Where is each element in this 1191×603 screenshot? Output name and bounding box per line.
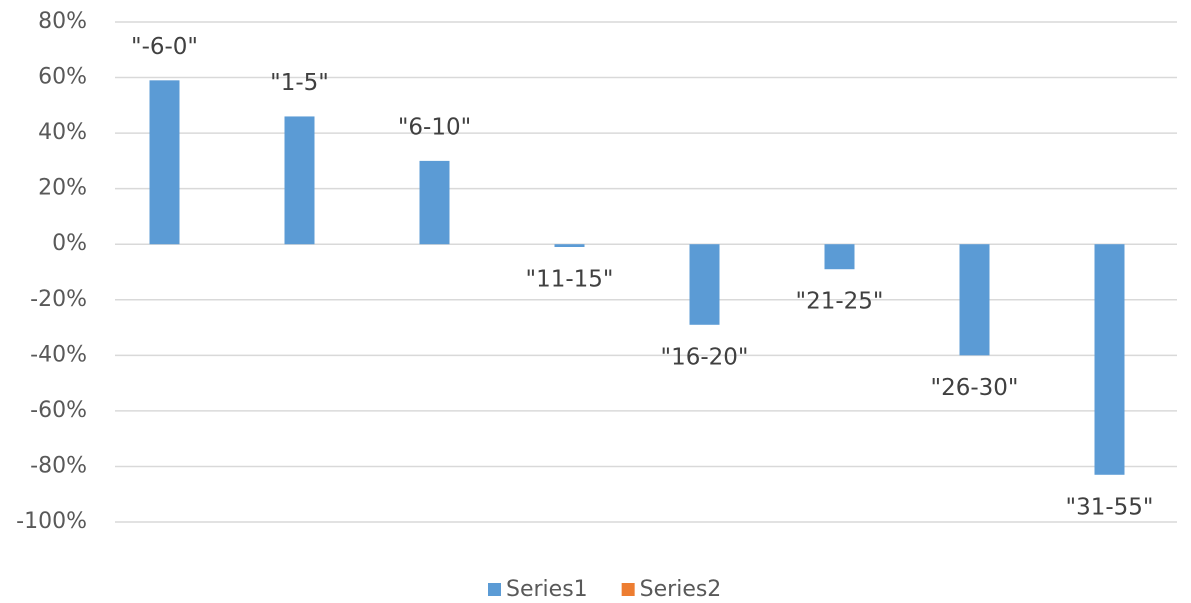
bar <box>689 244 720 325</box>
legend-swatch <box>621 583 635 596</box>
data-label: "16-20" <box>661 344 749 370</box>
legend-swatch <box>488 583 501 596</box>
data-label: "11-15" <box>526 267 614 293</box>
bar <box>959 244 990 356</box>
y-tick-label: -60% <box>30 398 87 423</box>
data-label: "31-55" <box>1066 494 1154 520</box>
bar <box>554 244 585 247</box>
bar <box>149 80 180 245</box>
y-tick-label: -20% <box>30 287 87 312</box>
y-tick-label: 60% <box>38 65 87 90</box>
bar <box>419 160 450 245</box>
y-tick-label: -100% <box>16 509 87 534</box>
y-tick-label: 20% <box>38 176 87 201</box>
y-tick-label: -80% <box>30 453 87 478</box>
data-label: "26-30" <box>931 375 1019 401</box>
legend-label: Series2 <box>640 577 722 602</box>
data-label: "1-5" <box>270 70 329 96</box>
bar <box>1094 244 1125 475</box>
data-label: "-6-0" <box>131 34 198 60</box>
bar <box>824 244 855 270</box>
data-label: "6-10" <box>398 114 471 140</box>
y-tick-label: 80% <box>38 9 87 34</box>
y-tick-label: -40% <box>30 342 87 367</box>
legend-label: Series1 <box>506 577 588 602</box>
data-label: "21-25" <box>796 289 884 315</box>
y-tick-label: 40% <box>38 120 87 145</box>
y-tick-label: 0% <box>52 231 87 256</box>
bar <box>284 116 315 245</box>
